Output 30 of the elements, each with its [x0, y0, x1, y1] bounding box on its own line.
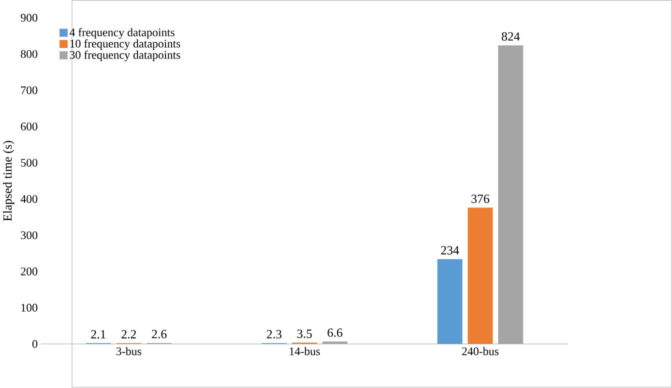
data-label: 6.6 [328, 328, 342, 338]
bar [322, 342, 348, 344]
data-label: 824 [502, 32, 520, 41]
y-axis-title: Elapsed time (s) [2, 141, 14, 222]
legend-label: 30 frequency datapoints [70, 50, 180, 62]
y-tick-label: 900 [20, 14, 38, 22]
data-label: 3.5 [297, 330, 312, 338]
y-tick-label: 300 [20, 231, 38, 240]
y-tick-label: 800 [20, 50, 38, 58]
data-label: 2.6 [152, 330, 167, 339]
bar [468, 208, 493, 344]
legend-label: 4 frequency datapoints [70, 28, 174, 39]
data-label: 2.3 [266, 330, 282, 339]
y-tick-label: 200 [20, 268, 38, 276]
data-label: 2.2 [122, 330, 136, 339]
bar [437, 259, 462, 344]
legend-label: 10 frequency datapoints [70, 39, 180, 50]
y-tick-label: 600 [20, 122, 38, 131]
x-tick-label: 3-bus [116, 347, 142, 356]
x-tick-label: 240-bus [462, 347, 498, 356]
data-label: 2.1 [91, 330, 106, 339]
y-tick-label: 100 [21, 304, 38, 312]
y-tick-label: 500 [21, 159, 38, 167]
y-tick-label: 0 [32, 340, 38, 348]
x-tick-label: 14-bus [290, 347, 320, 356]
bar [498, 45, 524, 344]
data-label: 234 [441, 246, 460, 255]
y-tick-label: 700 [21, 86, 38, 94]
y-tick-label: 400 [20, 195, 38, 204]
data-label: 376 [472, 194, 490, 204]
